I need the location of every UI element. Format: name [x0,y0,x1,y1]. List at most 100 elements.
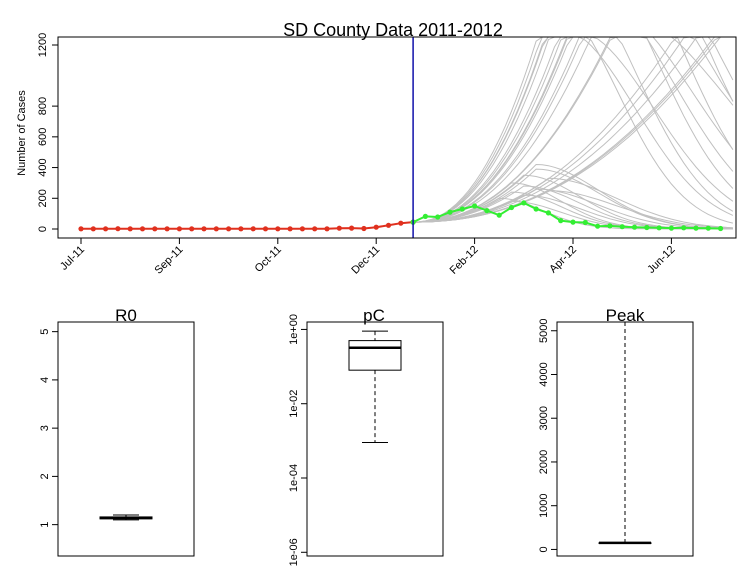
box [348,340,402,371]
forecast-observed-point [545,210,552,216]
observed-line [81,221,414,230]
simulation-lines [413,36,734,230]
observed-lines [78,200,724,232]
observed-point [90,226,96,232]
y-tick-label: 1e-06 [288,538,300,566]
forecast-observed-point [558,218,564,224]
boxplot-peak: Peak 0 1000 2000 3000 4000 5000 [538,306,694,557]
observed-point [226,226,232,232]
y-tick-label: 1e-02 [288,390,300,418]
y-tick-label: 200 [37,189,49,207]
observed-point [201,226,207,232]
simulation-line [413,36,733,223]
simulation-line [413,168,733,230]
top-panel: SD County Data 2011-2012 Number of Cases… [16,20,737,277]
boxplot-frame-r0 [57,321,195,557]
x-tick-label: Oct-11 [253,244,284,275]
y-tick-label: 3 [39,425,51,431]
observed-point [127,226,133,232]
simulation-line [413,36,733,223]
forecast-observed-point [619,224,625,230]
y-tick-label: 1200 [37,33,49,57]
simulation-line [413,36,733,223]
y-tick-label: 400 [37,158,49,176]
simulation-line [413,36,734,223]
boxplot-r0: R0 1 2 3 4 5 [39,306,195,557]
forecast-observed-point [705,225,711,231]
forecast-observed-point [521,200,527,206]
observed-point [385,222,392,228]
forecast-observed-point [595,223,601,229]
simulation-line [413,36,734,223]
observed-point [336,225,342,231]
simulation-line [413,36,733,223]
y-tick-label: 1 [39,522,51,528]
y-tick-label: 2000 [538,450,550,474]
observed-point [250,226,256,232]
simulation-line [413,36,734,223]
forecast-observed-point [668,225,675,231]
simulation-line [413,36,734,223]
y-tick-label: 1e-04 [288,464,300,492]
x-tick-label: Jun-12 [645,244,677,276]
observed-point [189,226,195,232]
y-tick-label: 0 [538,546,550,552]
boxplot-frame-pc [306,321,444,557]
y-tick-label: 2 [39,473,51,479]
y-tick-label: 1000 [538,493,550,517]
observed-point [373,224,379,230]
observed-point [139,226,146,232]
y-axis-label: Number of Cases [16,90,28,176]
y-tick-label: 3000 [538,406,550,430]
simulation-line [413,36,734,223]
observed-point [164,226,170,232]
chart-title: SD County Data 2011-2012 [283,20,503,40]
simulation-line [413,36,733,223]
boxplot-title-pc: pC [363,306,385,325]
forecast-observed-point [693,225,699,231]
y-tick-label: 0 [37,226,49,232]
simulation-line [413,36,734,223]
observed-point [262,226,269,232]
forecast-observed-point [508,204,515,211]
simulation-line [413,36,733,223]
y-tick-label: 5 [39,329,51,335]
observed-point [115,226,121,232]
x-tick-label: Sep-11 [153,244,186,277]
forecast-observed-point [644,224,650,231]
forecast-observed-point [447,209,453,215]
forecast-observed-point [435,214,441,220]
observed-point [78,226,84,232]
simulation-line [413,36,734,223]
boxplot-pc: pC 1e-06 1e-04 1e-02 1e+00 [288,306,444,566]
forecast-observed-point [459,206,465,212]
simulation-line [413,36,734,223]
observed-point [213,226,219,232]
observed-point [324,226,330,232]
simulation-line [413,36,734,223]
forecast-observed-point [496,212,502,218]
observed-point [176,226,182,232]
observed-point [287,226,293,232]
x-tick-label: Dec-11 [349,244,382,277]
y-tick-label: 600 [37,128,49,146]
observed-point [152,226,158,232]
plot-frame [57,36,737,239]
observed-point [275,226,281,232]
forecast-observed-point [718,225,724,232]
forecast-observed-point [472,203,478,209]
x-tick-label: Jul-11 [58,244,87,273]
forecast-observed-point [422,213,428,219]
forecast-observed-point [656,225,662,231]
forecast-observed-point [631,224,638,230]
simulation-line [413,36,734,223]
observed-point [238,226,244,232]
forecast-observed-point [570,219,576,225]
forecast-observed-point [533,206,539,212]
observed-point [361,225,367,232]
x-tick-label: Apr-12 [547,244,579,276]
y-tick-label: 800 [37,97,49,115]
y-tick-label: 5000 [538,319,550,343]
y-tick-label: 1e+00 [288,314,300,345]
